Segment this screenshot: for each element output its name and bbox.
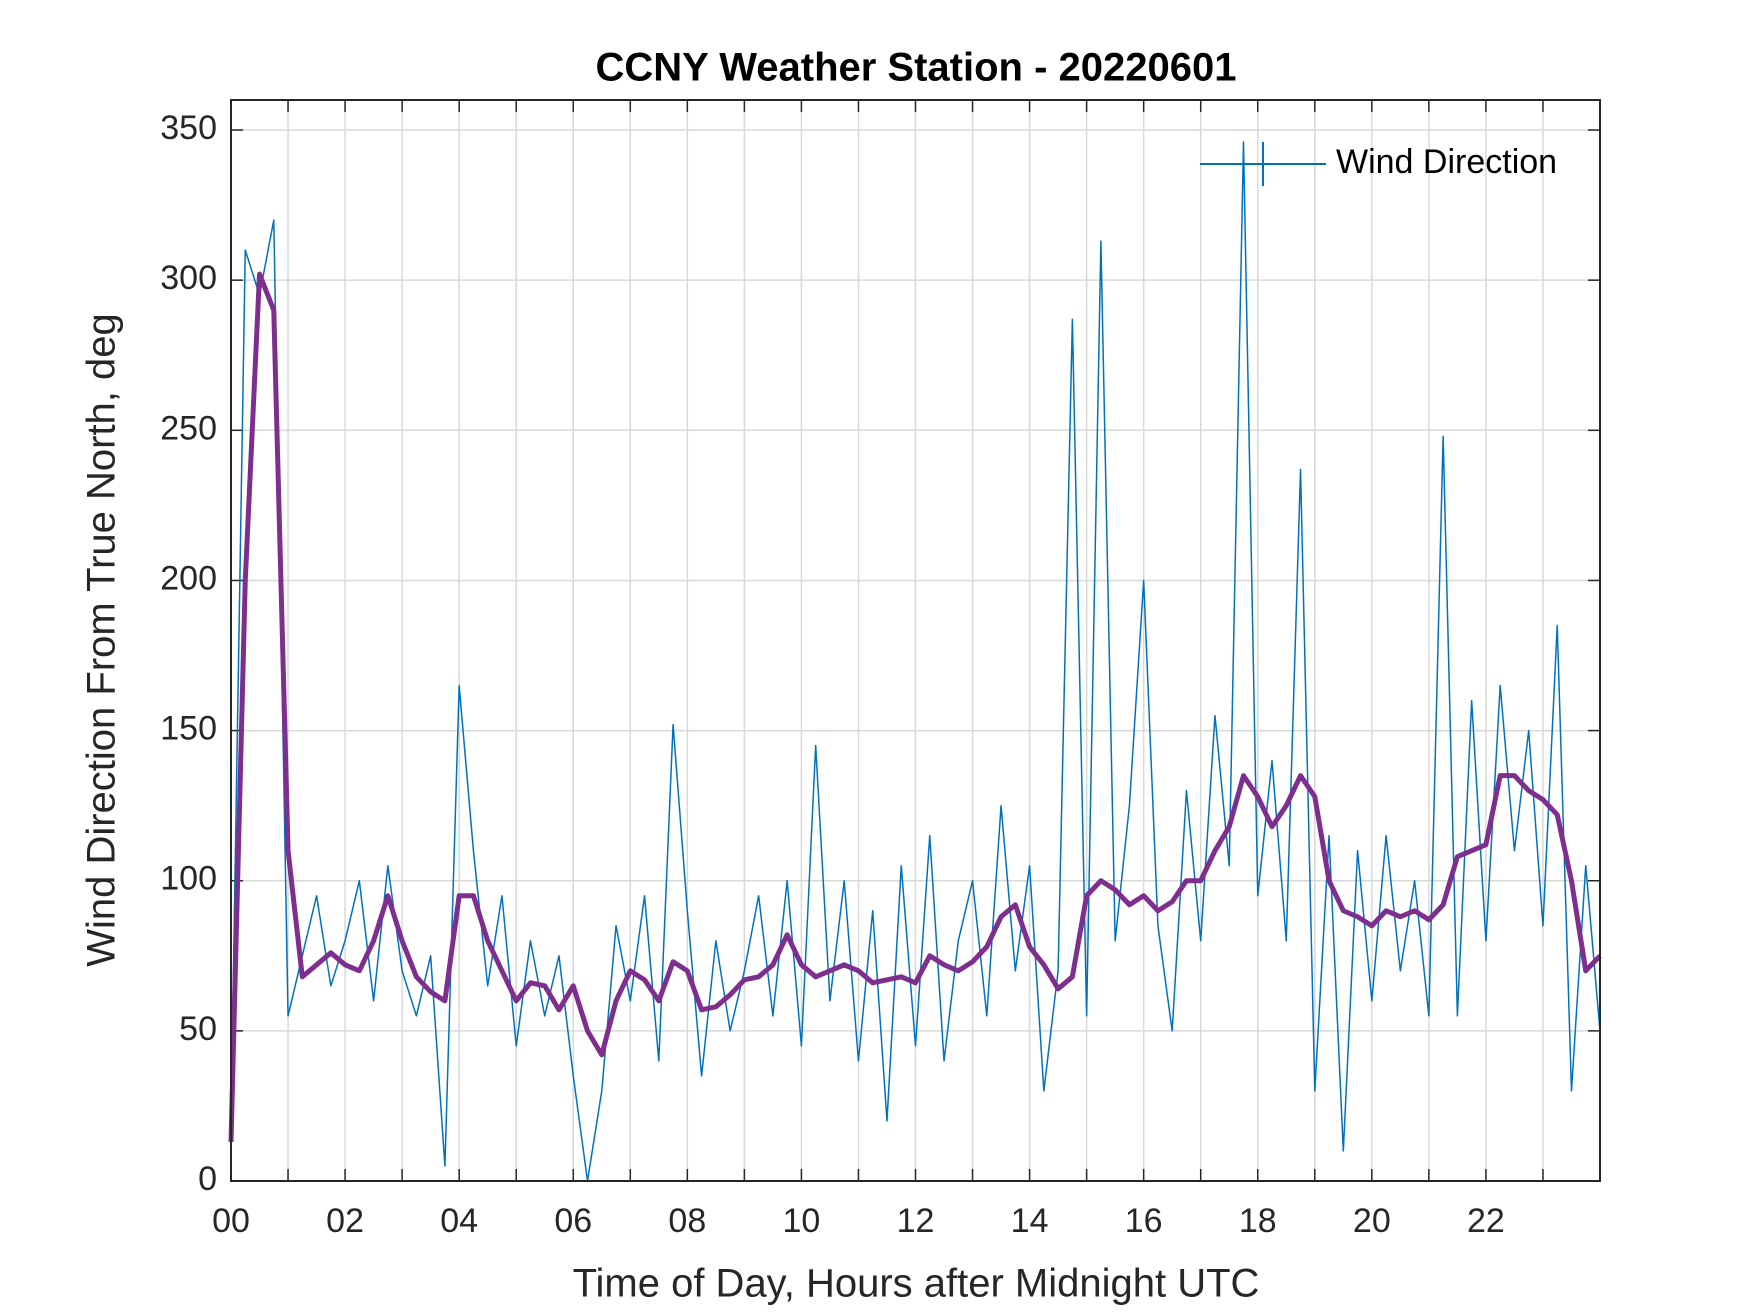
x-tick-label: 14 (1011, 1202, 1049, 1240)
x-axis-label: Time of Day, Hours after Midnight UTC (573, 1262, 1260, 1306)
data-line (230, 141, 1601, 1182)
chart-title: CCNY Weather Station - 20220601 (596, 46, 1237, 90)
x-tick-label: 16 (1125, 1202, 1163, 1240)
x-tick-label: 00 (212, 1202, 250, 1240)
y-tick-label: 250 (160, 409, 217, 447)
y-tick-label: 50 (179, 1010, 217, 1048)
y-axis-label: Wind Direction From True North, deg (80, 313, 124, 967)
x-tick-label: 22 (1467, 1202, 1505, 1240)
x-tick-label: 08 (668, 1202, 706, 1240)
x-tick-label: 04 (440, 1202, 478, 1240)
y-tick-label: 200 (160, 559, 217, 597)
y-tick-label: 300 (160, 259, 217, 297)
x-tick-label: 06 (554, 1202, 592, 1240)
y-tick-label: 0 (198, 1160, 217, 1198)
x-tick-label: 02 (326, 1202, 364, 1240)
y-tick-label: 350 (160, 109, 217, 147)
x-tick-label: 10 (783, 1202, 821, 1240)
data-line (228, 271, 1602, 1143)
y-tick-label: 150 (160, 710, 217, 748)
x-tick-label: 20 (1353, 1202, 1391, 1240)
x-tick-label: 18 (1239, 1202, 1277, 1240)
x-tick-label: 12 (897, 1202, 935, 1240)
plot-frame (230, 99, 1601, 1182)
y-tick-label: 100 (160, 860, 217, 898)
legend-label: Wind Direction (1336, 143, 1557, 181)
